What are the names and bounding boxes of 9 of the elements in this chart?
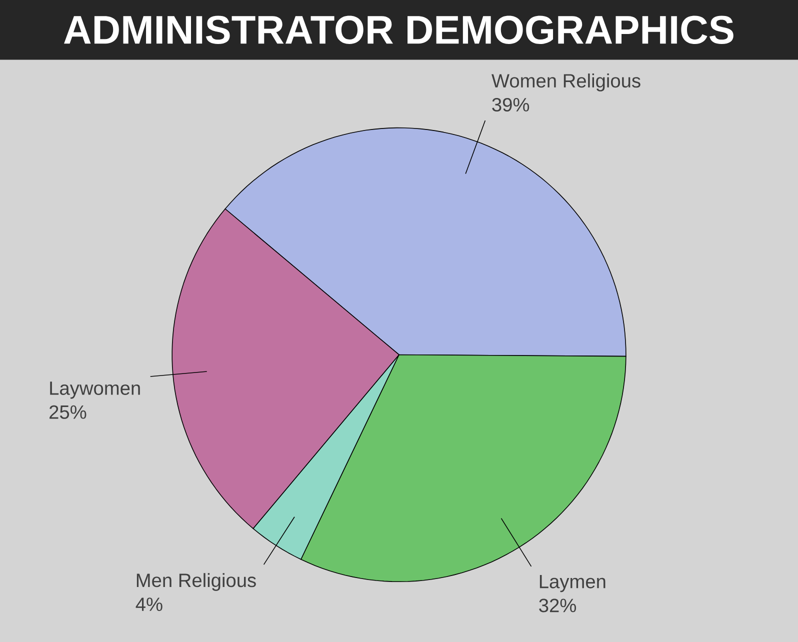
slice-label: Men Religious xyxy=(136,573,256,591)
data-label: 32% xyxy=(539,598,576,612)
data-label: 25% xyxy=(50,405,86,419)
chart-title: ADMINISTRATOR DEMOGRAPHICS xyxy=(64,16,734,44)
data-label: 39% xyxy=(492,98,530,112)
slice-label: Laywomen xyxy=(50,382,140,399)
slice-label: Laymen xyxy=(540,574,606,592)
slice-label: Women Religious xyxy=(492,73,640,92)
data-label: 4% xyxy=(136,598,162,611)
